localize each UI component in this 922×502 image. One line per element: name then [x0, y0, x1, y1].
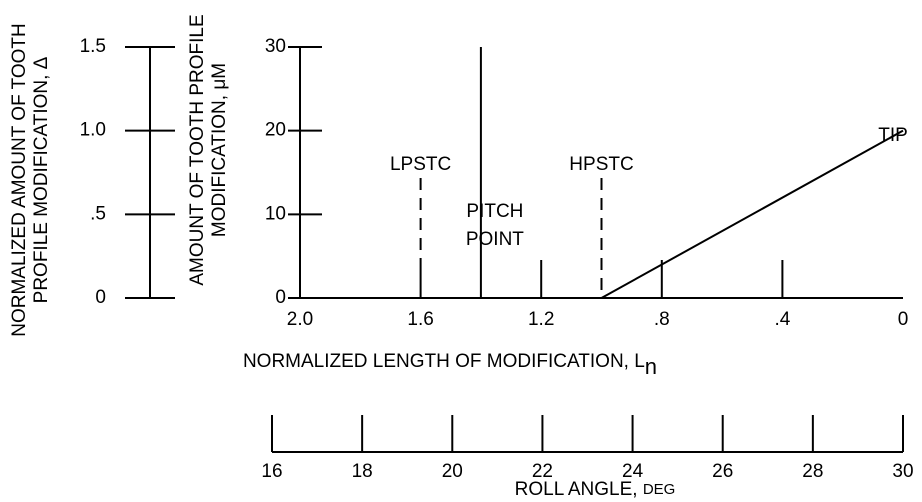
- x2-axis-title-main: ROLL ANGLE,: [515, 479, 643, 500]
- x2-tick-label: 28: [802, 461, 823, 482]
- y2-axis-title: NORMALIZED AMOUNT OF TOOTH: [9, 23, 30, 337]
- x-tick-label: 2.0: [287, 309, 313, 330]
- annotation: PITCH: [466, 201, 523, 222]
- x-tick-label: 0: [898, 309, 909, 330]
- y2-tick-label: 1.5: [80, 36, 106, 57]
- x2-tick-label: 20: [442, 461, 463, 482]
- x2-tick-label: 16: [261, 461, 282, 482]
- x2-tick-label: 30: [892, 461, 913, 482]
- x2-tick-label: 22: [532, 461, 553, 482]
- y2-tick-label: .5: [90, 203, 106, 224]
- x-tick-label: .4: [774, 309, 790, 330]
- y2-axis-title: PROFILE MODIFICATION, Δ: [31, 56, 52, 303]
- x2-tick-label: 26: [712, 461, 733, 482]
- x-tick-label: 1.6: [407, 309, 433, 330]
- y-tick-label: 30: [265, 36, 286, 57]
- x2-tick-label: 18: [352, 461, 373, 482]
- x2-axis-title-unit: DEG: [643, 481, 676, 498]
- y-tick-label: 10: [265, 203, 286, 224]
- x-tick-label: .8: [654, 309, 670, 330]
- y2-tick-label: 1.0: [80, 120, 106, 141]
- x-axis-title-main: NORMALIZED LENGTH OF MODIFICATION, L: [243, 351, 645, 372]
- annotation: HPSTC: [569, 154, 633, 175]
- y-axis-title: AMOUNT OF TOOTH PROFILE: [187, 14, 208, 285]
- y-tick-label: 0: [275, 287, 286, 308]
- x-axis-title-subscript: n: [645, 354, 657, 379]
- y-axis-title: MODIFICATION, μM: [209, 63, 230, 237]
- line: [601, 129, 904, 299]
- annotation: LPSTC: [390, 154, 451, 175]
- x-axis-title: NORMALIZED LENGTH OF MODIFICATION, Ln: [243, 351, 657, 379]
- y-tick-label: 20: [265, 120, 286, 141]
- x-tick-label: 1.2: [528, 309, 554, 330]
- x2-axis-title: ROLL ANGLE, DEG: [515, 479, 676, 500]
- y2-tick-label: 0: [95, 287, 106, 308]
- x2-tick-label: 24: [622, 461, 644, 482]
- annotation: POINT: [466, 229, 524, 250]
